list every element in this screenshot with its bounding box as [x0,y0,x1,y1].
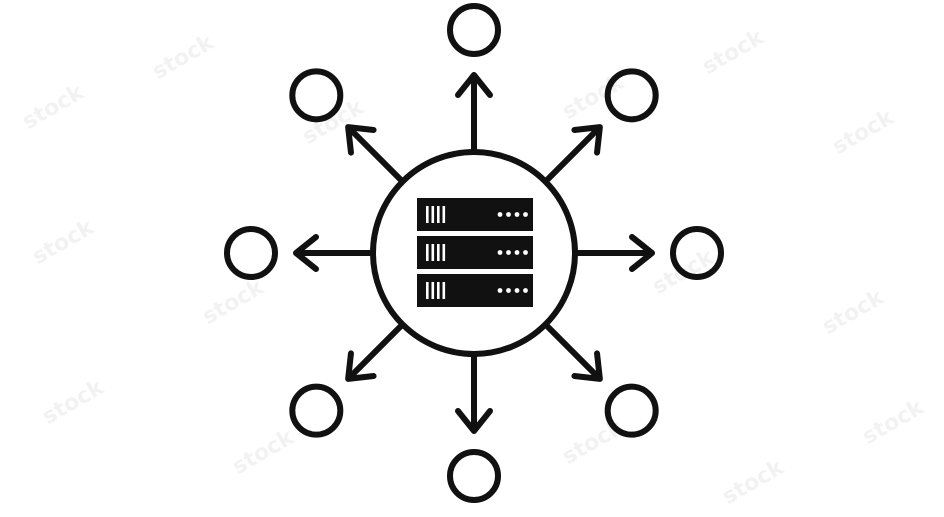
vent-slot [431,206,435,223]
circle-node-icon [604,383,659,438]
indicator-light [523,212,528,217]
server-unit [417,198,533,231]
vent-slot [426,244,429,261]
arrow-icon [629,234,655,272]
arrow-icon [293,234,319,272]
spoke-east [575,226,724,280]
vent-slot [426,282,429,299]
arrow-shaft [346,323,404,381]
spoke-south-east [544,323,659,438]
indicator-light [497,288,503,293]
circle-node-icon [447,449,501,503]
circle-node-icon [604,68,659,123]
circle-node-icon [447,3,501,57]
vent-slot [442,282,446,299]
indicator-light [506,250,511,255]
arrow-shaft [346,125,404,183]
indicator-light [523,288,528,293]
arrow-shaft [544,323,602,381]
indicator-light [523,250,528,255]
spoke-south-west [289,323,404,438]
arrow-icon [571,350,603,382]
indicator-light [506,288,511,293]
server-unit [417,236,533,269]
circle-node-icon [289,68,344,123]
hub [370,149,578,357]
indicator-light [497,212,503,217]
indicator-light [514,250,520,255]
indicator-light [506,212,511,217]
indicator-light [514,288,520,293]
vent-slot [431,244,435,261]
arrow-shaft [544,125,602,183]
circle-node-icon [289,383,344,438]
vent-slot [437,206,440,223]
vent-slot [442,206,446,223]
indicator-light [497,250,503,255]
spoke-south [447,354,501,503]
arrow-icon [345,124,377,156]
arrow-icon [571,124,603,156]
arrow-icon [455,408,493,434]
spokes-layer [224,3,724,503]
circle-node-icon [670,226,724,280]
vent-slot [437,244,440,261]
arrow-icon [455,72,493,98]
server-rack-icon [417,198,533,307]
arrow-icon [345,350,377,382]
spoke-north-east [544,68,659,183]
vent-slot [431,282,435,299]
spoke-west [224,226,373,280]
server-unit-body [417,274,533,307]
spoke-north [447,3,501,152]
vent-slot [426,206,429,223]
circle-node-icon [224,226,278,280]
indicator-light [514,212,520,217]
server-unit-body [417,236,533,269]
server-unit-body [417,198,533,231]
vent-slot [437,282,440,299]
server-unit [417,274,533,307]
spoke-north-west [289,68,404,183]
vent-slot [442,244,446,261]
